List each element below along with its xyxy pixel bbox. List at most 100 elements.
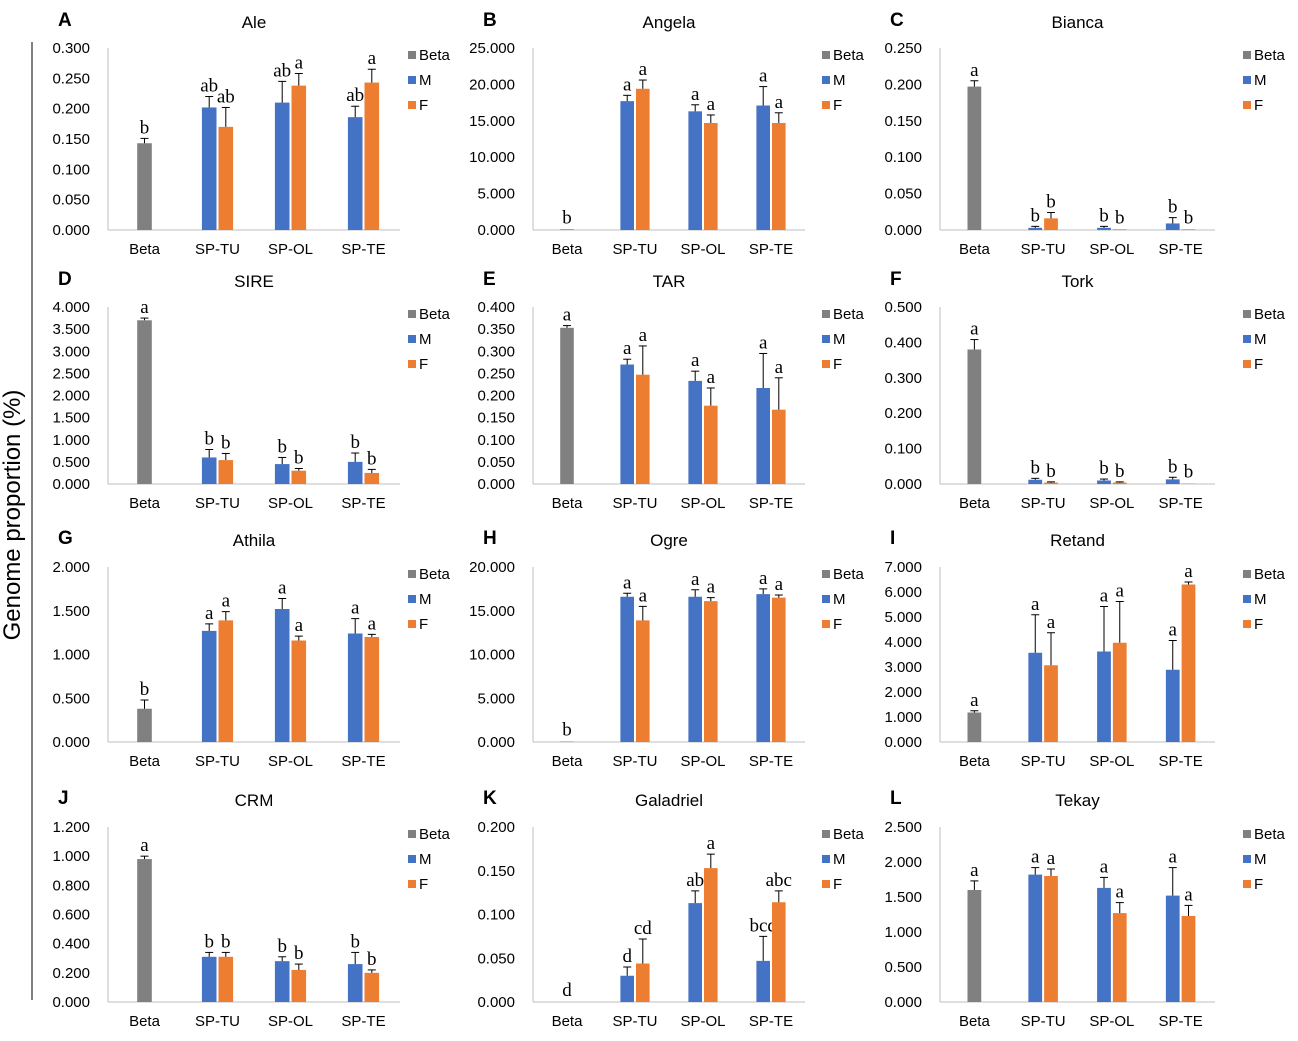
bar-m <box>347 117 363 230</box>
x-tick-label: SP-TU <box>613 753 658 770</box>
significance-letter: a <box>1184 884 1193 905</box>
y-tick-label: 0.100 <box>884 149 922 166</box>
legend-label: F <box>419 616 428 633</box>
legend-swatch <box>408 880 416 888</box>
significance-letter: ab <box>200 76 218 97</box>
significance-letter: a <box>222 591 231 612</box>
significance-letter: b <box>204 931 214 952</box>
y-tick-label: 20.000 <box>469 559 515 576</box>
bar-m <box>274 102 290 230</box>
x-tick-label: Beta <box>129 753 161 770</box>
legend-label: M <box>419 331 432 348</box>
significance-letter: b <box>1115 461 1125 482</box>
y-tick-label: 0.500 <box>884 299 922 316</box>
legend-label: F <box>833 616 842 633</box>
significance-letter: b <box>277 936 287 957</box>
y-tick-label: 0.000 <box>884 994 922 1011</box>
x-tick-label: SP-TU <box>195 241 240 258</box>
x-tick-label: SP-TU <box>613 1013 658 1030</box>
significance-letter: a <box>970 319 979 340</box>
significance-letter: a <box>623 74 632 95</box>
y-tick-label: 0.300 <box>884 370 922 387</box>
legend-swatch <box>1243 335 1251 343</box>
significance-letter: b <box>1046 461 1056 482</box>
bar-m <box>1028 652 1043 742</box>
significance-letter: cd <box>634 918 652 939</box>
significance-letter: ab <box>217 86 235 107</box>
y-tick-label: 5.000 <box>477 186 515 203</box>
significance-letter: a <box>970 60 979 81</box>
bar-f <box>291 85 307 230</box>
bar-m <box>347 964 363 1002</box>
y-tick-label: 2.500 <box>884 819 922 836</box>
significance-letter: a <box>639 325 648 346</box>
y-tick-label: 0.200 <box>884 405 922 422</box>
bar-m <box>620 364 634 484</box>
bar-m <box>347 461 363 484</box>
significance-letter: a <box>775 357 784 378</box>
significance-letter: b <box>204 428 214 449</box>
y-tick-label: 0.000 <box>52 734 90 751</box>
legend-label: M <box>419 72 432 89</box>
significance-letter: a <box>707 577 716 598</box>
bar-m <box>1097 887 1111 1002</box>
significance-letter: a <box>759 568 768 589</box>
x-tick-label: SP-OL <box>1089 1013 1134 1030</box>
x-tick-label: SP-TE <box>749 495 793 512</box>
bar-f <box>1112 913 1127 1002</box>
legend-swatch <box>822 595 830 603</box>
bar-m <box>1028 874 1043 1002</box>
bar-f <box>364 472 380 484</box>
y-tick-label: 0.150 <box>52 131 90 148</box>
x-tick-label: SP-TE <box>749 241 793 258</box>
panel-c: C Bianca 0.000 0.050 0.100 0.150 0.200 0.250 Bet… <box>884 10 1285 258</box>
y-tick-label: 25.000 <box>469 40 515 57</box>
significance-letter: b <box>1168 456 1178 477</box>
bar-m <box>201 956 217 1002</box>
significance-letter: a <box>691 569 700 590</box>
x-tick-label: SP-TU <box>1021 753 1066 770</box>
significance-letter: a <box>351 598 360 619</box>
significance-letter: b <box>1184 207 1194 228</box>
legend-label: M <box>1254 72 1267 89</box>
legend-swatch <box>408 620 416 628</box>
legend-label: F <box>419 97 428 114</box>
significance-letter: b <box>367 949 377 970</box>
chart-title: Bianca <box>1052 13 1105 32</box>
y-tick-label: 0.200 <box>52 965 90 982</box>
y-tick-label: 0.000 <box>884 734 922 751</box>
y-tick-label: 0.000 <box>52 222 90 239</box>
y-tick-label: 0.000 <box>52 476 90 493</box>
legend-swatch <box>1243 880 1251 888</box>
significance-letter: a <box>759 332 768 353</box>
y-tick-label: 0.350 <box>477 321 515 338</box>
significance-letter: ab <box>686 870 704 891</box>
panel-letter: H <box>483 528 497 549</box>
legend-swatch <box>822 51 830 59</box>
y-tick-label: 2.000 <box>884 854 922 871</box>
x-tick-label: SP-TU <box>613 495 658 512</box>
legend-label: Beta <box>419 306 451 323</box>
panel-i: I Retand 0.000 1.000 2.000 3.000 4.000 5.000 6.0… <box>884 528 1285 770</box>
bar-f <box>1181 584 1196 742</box>
bar-f <box>291 640 307 742</box>
significance-letter: a <box>691 84 700 105</box>
x-tick-label: SP-OL <box>268 1013 313 1030</box>
y-tick-label: 0.050 <box>52 192 90 209</box>
y-tick-label: 0.150 <box>477 863 515 880</box>
legend-swatch <box>822 830 830 838</box>
y-tick-label: 2.000 <box>884 684 922 701</box>
x-tick-label: Beta <box>552 241 584 258</box>
chart-title: Tork <box>1061 272 1094 291</box>
y-tick-label: 15.000 <box>469 603 515 620</box>
bar-f <box>218 126 234 230</box>
bar-f <box>218 956 234 1002</box>
legend-label: F <box>419 876 428 893</box>
y-tick-label: 0.200 <box>52 101 90 118</box>
panel-letter: K <box>483 788 497 809</box>
x-tick-label: Beta <box>129 1013 161 1030</box>
bar-f <box>1181 915 1196 1002</box>
bar-beta <box>137 708 152 742</box>
x-tick-label: Beta <box>552 1013 584 1030</box>
y-axis-title: Genome proportion (%) <box>0 390 26 641</box>
